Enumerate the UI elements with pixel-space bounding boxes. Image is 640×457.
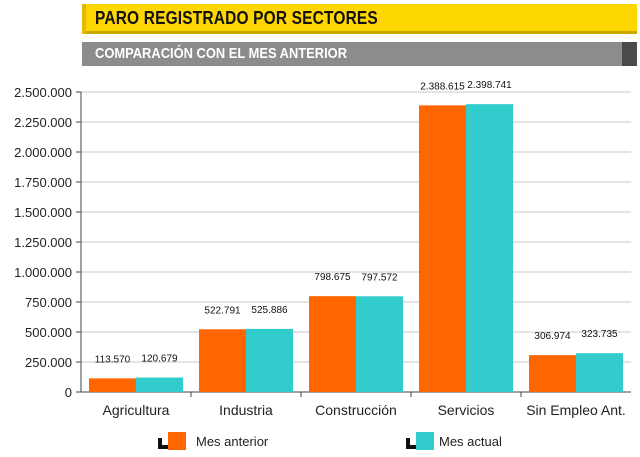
y-tick-label: 2.250.000: [14, 115, 72, 130]
bar: [199, 329, 246, 392]
bar-chart: 0 250.000 500.000 750.000 1.000.000 1.250.000…: [14, 80, 631, 418]
y-tick-label: 1.000.000: [14, 265, 72, 280]
legend-label-mes-actual: Mes actual: [439, 434, 502, 449]
data-label: 797.572: [361, 272, 398, 283]
y-tick-label: 500.000: [25, 325, 72, 340]
y-tick-label: 1.250.000: [14, 235, 72, 250]
subtitle-bar-edge: [622, 42, 637, 66]
y-tick-label: 250.000: [25, 355, 72, 370]
y-tick-label: 1.500.000: [14, 205, 72, 220]
data-label: 798.675: [314, 272, 351, 283]
legend-swatch-mes-actual: [416, 432, 434, 450]
legend-item-mes-actual: Mes actual: [406, 432, 536, 454]
bar: [309, 296, 356, 392]
data-label: 113.570: [95, 354, 131, 365]
x-tick-label: Industria: [219, 402, 273, 418]
x-tick-label: Construcción: [315, 402, 397, 418]
bar: [576, 353, 623, 392]
data-label: 120.679: [141, 354, 178, 365]
bar: [246, 328, 293, 392]
data-label: 525.886: [251, 305, 288, 316]
data-label: 2.388.615: [420, 81, 465, 92]
title-bar-edge: [82, 4, 86, 34]
y-tick-label: 750.000: [25, 295, 72, 310]
title-bar: [82, 4, 637, 34]
bar: [356, 296, 403, 392]
y-tick-label: 1.750.000: [14, 175, 72, 190]
subtitle-bar: [82, 42, 622, 66]
legend-label-mes-anterior: Mes anterior: [196, 434, 269, 449]
x-tick-label: Sin Empleo Ant.: [526, 402, 626, 418]
y-tick-label: 2.500.000: [14, 85, 72, 100]
data-label: 306.974: [534, 331, 571, 342]
legend-swatch-mes-anterior: [168, 432, 186, 450]
y-tick-label: 0: [65, 385, 72, 400]
x-tick-label: Servicios: [438, 402, 495, 418]
data-label: 323.735: [581, 329, 618, 340]
bar: [529, 355, 576, 392]
chart-title: PARO REGISTRADO POR SECTORES: [95, 8, 378, 28]
data-label: 2.398.741: [467, 80, 512, 91]
bar: [419, 105, 466, 392]
legend-marker: [158, 438, 169, 449]
x-tick-label: Agricultura: [103, 402, 170, 418]
bar: [89, 378, 136, 392]
chart-subtitle: COMPARACIÓN CON EL MES ANTERIOR: [95, 45, 348, 62]
bar: [136, 377, 183, 392]
bar: [466, 104, 513, 393]
legend-marker: [406, 438, 417, 449]
legend-item-mes-anterior: Mes anterior: [158, 432, 288, 454]
data-label: 522.791: [204, 305, 241, 316]
y-tick-label: 2.000.000: [14, 145, 72, 160]
